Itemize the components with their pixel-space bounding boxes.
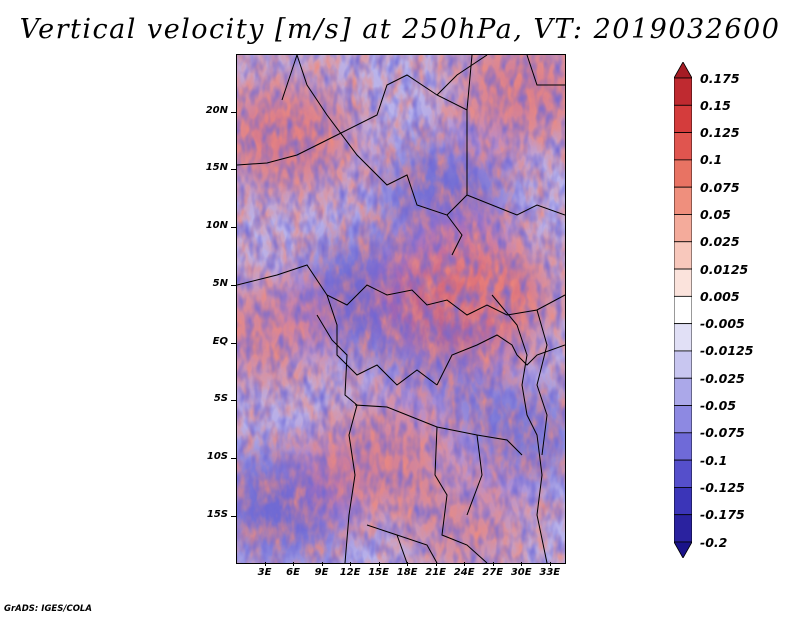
lon-tick-label: 21E [425,567,447,578]
lat-tick [231,400,236,402]
lat-tick-label: 15N [205,162,228,174]
colorbar-swatch [674,295,692,325]
colorbar-tick-label: -0.0125 [700,343,754,359]
colorbar-swatch [674,241,692,270]
colorbar-swatch [674,214,692,243]
colorbar-swatch [674,159,692,188]
colorbar-tick-label: -0.175 [700,507,745,523]
colorbar-swatch [674,514,692,543]
colorbar-tick-label: -0.2 [700,534,728,550]
lat-tick-label: 20N [205,104,228,116]
lon-tick [435,562,437,566]
colorbar-swatch [674,350,692,379]
lon-tick [378,562,380,566]
colorbar-tick-label: 0.0125 [700,261,749,277]
colorbar-max-arrow [674,62,692,79]
lon-tick [464,562,466,566]
colorbar-tick-label: -0.025 [700,370,745,386]
colorbar-tick-label: 0.05 [700,206,731,222]
colorbar-swatch [674,77,692,106]
colorbar-swatch [674,132,692,161]
lon-tick-label: 12E [339,567,361,578]
colorbar-swatch [674,487,692,516]
lon-tick-label: 27E [482,567,504,578]
colorbar-min-arrow [674,541,692,558]
lat-tick [231,342,236,344]
colorbar [674,62,692,558]
lon-tick-label: 3E [257,567,272,578]
colorbar-swatch [674,405,692,434]
colorbar-tick-label: 0.175 [700,70,740,86]
lon-tick-label: 6E [286,567,300,578]
country-borders [237,55,565,563]
colorbar-tick-label: -0.1 [700,452,728,468]
map-panel [236,54,566,564]
colorbar-swatch [674,104,692,133]
lat-tick-label: EQ [212,335,228,347]
colorbar-tick-label: 0.1 [700,152,723,168]
colorbar-tick-label: 0.15 [700,97,731,113]
lat-tick-label: 10S [206,451,228,463]
lon-tick-label: 33E [539,567,561,578]
colorbar-tick-label: 0.025 [700,234,740,250]
lat-tick-label: 15S [206,508,228,520]
lon-tick-label: 15E [368,567,389,578]
colorbar-tick-label: 0.125 [700,125,740,141]
colorbar-swatch [674,268,692,297]
colorbar-tick-label: -0.005 [700,316,745,332]
grads-credit: GrADS: IGES/COLA [4,604,92,614]
lat-tick [231,227,236,229]
lon-tick [350,562,352,566]
colorbar-tick-label: 0.005 [700,288,740,304]
colorbar-swatch [674,459,692,488]
colorbar-swatch [674,323,692,352]
lon-tick-label: 9E [314,567,329,578]
lon-tick-label: 24E [453,567,475,578]
lon-tick [492,562,494,566]
colorbar-tick-label: -0.075 [700,425,745,441]
colorbar-tick-label: 0.075 [700,179,740,195]
negative-velocity-speckle [237,55,565,563]
colorbar-swatch [674,377,692,406]
lon-tick [521,562,523,566]
lon-tick-label: 30E [510,567,532,578]
lon-tick-label: 18E [396,567,418,578]
lon-tick [264,562,266,566]
lat-tick [231,458,236,460]
lon-tick [321,562,323,566]
colorbar-tick-label: -0.125 [700,479,745,495]
lat-tick [231,284,236,286]
lon-tick [549,562,551,566]
colorbar-swatch [674,186,692,215]
lon-tick [407,562,409,566]
lat-tick [231,111,236,113]
vertical-velocity-map [237,55,565,563]
lat-tick [231,515,236,517]
chart-title: Vertical velocity [m/s] at 250hPa, VT: 2… [19,14,781,45]
lon-tick [293,562,295,566]
lat-tick-label: 5S [213,393,228,405]
lat-tick-label: 10N [205,220,228,232]
colorbar-tick-label: -0.05 [700,398,737,414]
colorbar-swatch [674,432,692,461]
lat-tick-label: 5N [212,277,228,289]
lat-tick [231,169,236,171]
